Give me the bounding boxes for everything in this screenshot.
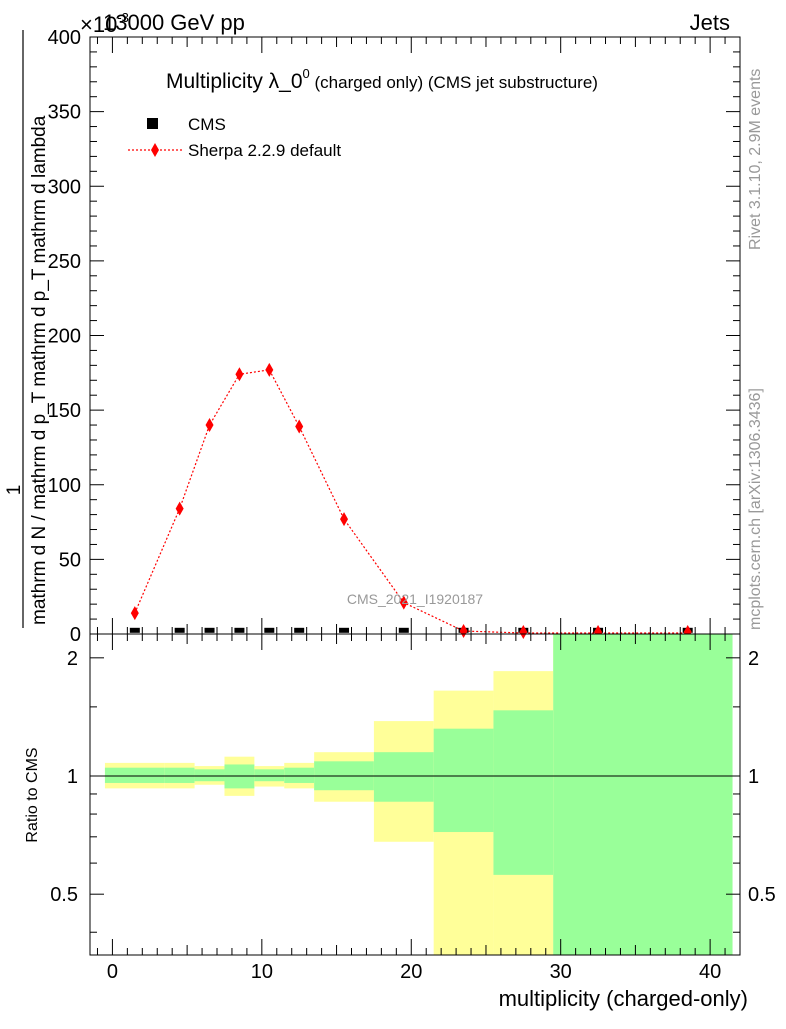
- stat-uncertainty-band: [493, 710, 554, 875]
- legend-sherpa-label: Sherpa 2.2.9 default: [188, 141, 341, 160]
- cms-point: [398, 627, 409, 633]
- stat-uncertainty-band: [254, 769, 285, 782]
- ratio-x-tick-label: 0: [107, 961, 118, 983]
- sherpa-point: [459, 624, 468, 639]
- ratio-y-tick-label-right: 1: [748, 766, 759, 788]
- main-x-ticks: [96, 37, 726, 634]
- header-right: Jets: [690, 10, 730, 35]
- main-y-axis: 0 50 100 150 200 250 300 350 400: [48, 27, 740, 646]
- cms-point: [129, 627, 140, 633]
- legend-cms-marker: [147, 118, 158, 129]
- main-y-label-denominator: mathrm d N / mathrm d p_T mathrm d p_T m…: [29, 115, 50, 625]
- main-plot-layer: [129, 362, 693, 639]
- main-y-tick-label: 350: [48, 102, 81, 124]
- ratio-x-tick-label: 10: [251, 961, 273, 983]
- sherpa-point: [205, 418, 214, 433]
- sherpa-point: [130, 606, 139, 621]
- stat-uncertainty-band: [284, 767, 315, 783]
- ratio-frame: [89, 633, 741, 956]
- main-y-label-numerator: 1: [4, 485, 25, 496]
- sherpa-point: [265, 362, 274, 377]
- ratio-x-tick-label: 30: [550, 961, 572, 983]
- legend: CMS Sherpa 2.2.9 default: [128, 115, 341, 160]
- watermark: CMS_2021_I1920187: [347, 591, 483, 607]
- ratio-x-tick-label: 40: [699, 961, 721, 983]
- main-y-tick-label: 100: [48, 475, 81, 497]
- sherpa-point: [340, 512, 349, 527]
- ratio-y-label: Ratio to CMS: [24, 747, 41, 842]
- main-y-tick-label: 0: [70, 624, 81, 646]
- main-y-tick-label: 300: [48, 176, 81, 198]
- cms-point: [264, 627, 275, 633]
- main-y-tick-label: 150: [48, 400, 81, 422]
- sherpa-point: [519, 625, 528, 639]
- ratio-x-axis: 0 10 20 30 40: [96, 634, 726, 983]
- cms-point: [339, 627, 350, 633]
- stat-uncertainty-band: [194, 769, 225, 782]
- legend-sherpa-marker: [151, 143, 159, 157]
- sherpa-point: [175, 501, 184, 516]
- mcplots-label: mcplots.cern.ch [arXiv:1306.3436]: [747, 388, 764, 630]
- ratio-panel: 0.5 0.5 1 1 2 2 0 10 20 30 40 Ratio to CMS multip…: [24, 633, 776, 1011]
- main-y-tick-label: 200: [48, 326, 81, 348]
- main-panel: 0 50 100 150 200 250 300 350 400 Multiplicity λ_…: [4, 27, 741, 646]
- sherpa-point: [295, 419, 304, 434]
- stat-uncertainty-band: [433, 728, 494, 833]
- cms-point: [234, 627, 245, 633]
- ratio-plot-layer: [90, 634, 740, 955]
- ratio-y-tick-label-right: 2: [748, 648, 759, 670]
- cms-point: [294, 627, 305, 633]
- ratio-y-axis: 0.5 0.5 1 1 2 2: [50, 648, 776, 933]
- ratio-x-tick-label: 20: [400, 961, 422, 983]
- stat-uncertainty-band: [553, 634, 733, 955]
- header-left: 13000 GeV pp: [103, 10, 245, 35]
- ratio-y-tick-label: 2: [67, 648, 78, 670]
- main-y-tick-label: 400: [48, 27, 81, 49]
- stat-uncertainty-band: [373, 752, 434, 802]
- main-y-tick-label: 50: [59, 549, 81, 571]
- stat-uncertainty-band: [104, 767, 165, 783]
- main-y-label: 1 mathrm d N / mathrm d p_T mathrm d p_T…: [4, 30, 50, 628]
- sherpa-point: [235, 367, 244, 382]
- main-y-tick-label: 250: [48, 251, 81, 273]
- header-exponent: ×10-3: [80, 10, 129, 37]
- ratio-y-tick-label: 0.5: [50, 884, 78, 906]
- stat-uncertainty-band: [164, 767, 195, 783]
- ratio-y-tick-label: 1: [67, 766, 78, 788]
- x-axis-label: multiplicity (charged-only): [499, 986, 748, 1011]
- cms-point: [204, 627, 215, 633]
- rivet-label: Rivet 3.1.10, 2.9M events: [747, 69, 764, 250]
- main-title: Multiplicity λ_00 (charged only) (CMS je…: [166, 66, 598, 93]
- legend-cms-label: CMS: [188, 115, 226, 134]
- sherpa-point: [399, 595, 408, 610]
- ratio-y-tick-label-right: 0.5: [748, 884, 776, 906]
- cms-point: [174, 627, 185, 633]
